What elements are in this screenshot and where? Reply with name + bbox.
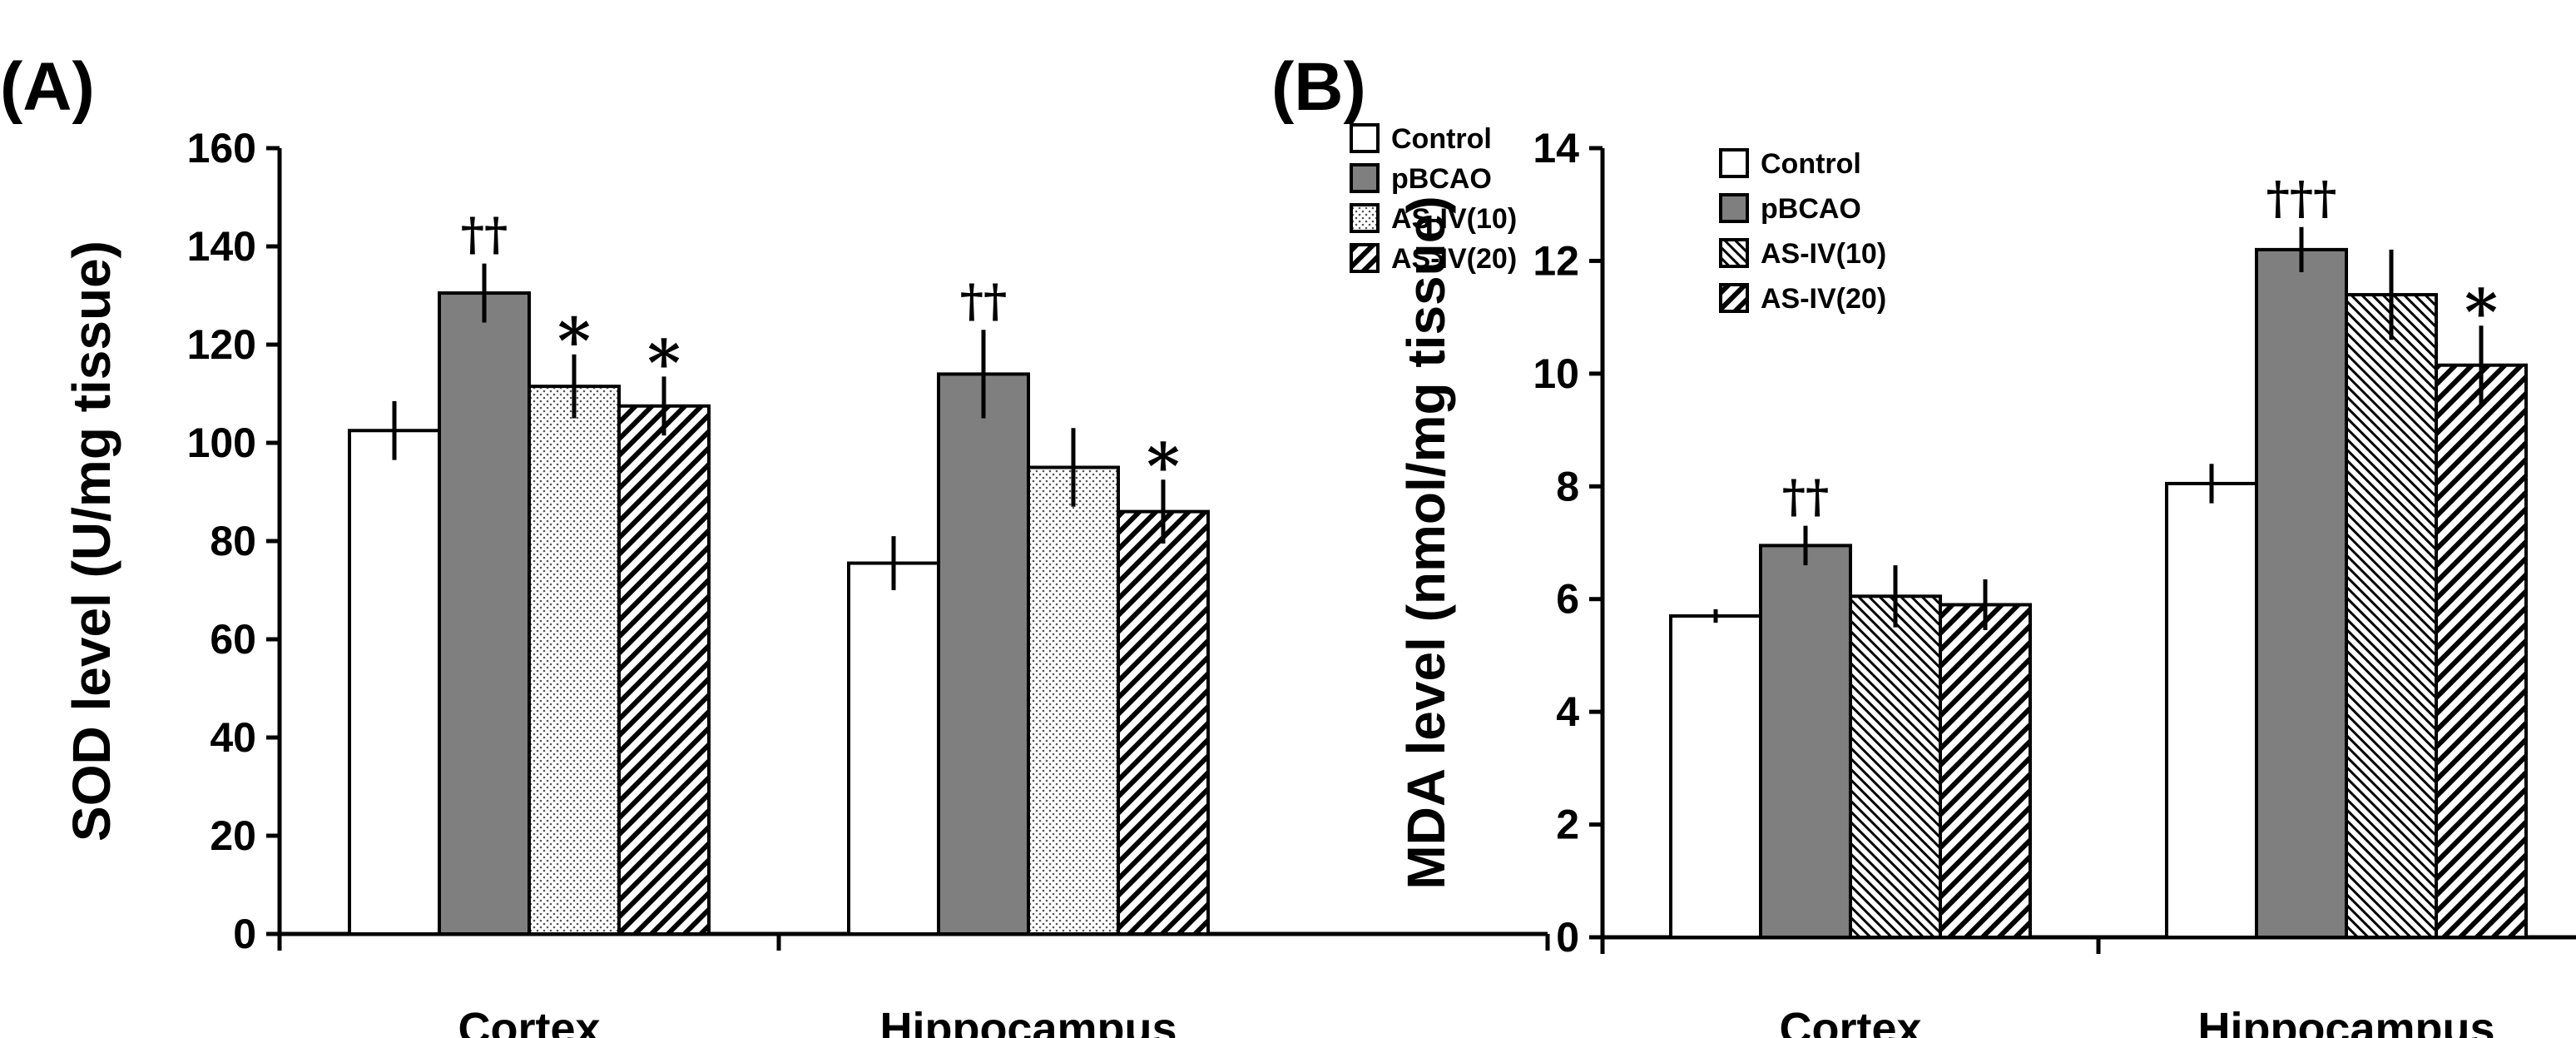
legend-label-control-b: Control xyxy=(1761,148,1861,180)
y-tick-label-a: 80 xyxy=(210,518,256,564)
y-tick-label-b: 12 xyxy=(1533,237,1579,284)
y-tick-label-b: 10 xyxy=(1533,350,1579,397)
bar-as-iv-10-hippocampus-a xyxy=(1027,465,1120,936)
y-tick-label-b: 2 xyxy=(1556,802,1579,848)
bar-control-hippocampus-b xyxy=(2165,481,2258,939)
significance-mark-pbcao-hippocampus-a: †† xyxy=(960,274,1007,327)
significance-mark-as-iv-20-hippocampus-a: * xyxy=(1147,429,1180,503)
bar-control-cortex-b xyxy=(1669,614,1762,939)
legend-label-as-iv-10-a: AS-IV(10) xyxy=(1391,203,1517,235)
category-label-hippocampus-b: Hippocampus xyxy=(2197,1004,2494,1038)
y-tick-label-b: 4 xyxy=(1556,688,1579,735)
y-tick-label-a: 100 xyxy=(187,420,256,466)
bar-as-iv-10-cortex-b xyxy=(1849,594,1942,939)
panel-b-chart: (B) MDA level (nmol/mg tissue) 0 2 4 6 8 10 12 14… xyxy=(1271,49,2576,1038)
bar-as-iv-20-cortex-a xyxy=(617,404,711,936)
legend-swatch-control-b xyxy=(1719,148,1749,178)
legend-swatch-as-iv-10-a xyxy=(1350,203,1380,233)
bar-pbcao-cortex-b xyxy=(1759,544,1852,940)
legend-swatch-pbcao-b xyxy=(1719,193,1749,223)
legend-b: Control pBCAO AS-IV(10) AS-IV(20) xyxy=(1719,148,1886,315)
bar-pbcao-hippocampus-b xyxy=(2255,247,2348,939)
legend-label-as-iv-10-b: AS-IV(10) xyxy=(1761,238,1886,270)
y-tick-label-a: 140 xyxy=(187,223,256,270)
category-label-cortex-b: Cortex xyxy=(1779,1004,1921,1038)
legend-label-as-iv-20-b: AS-IV(20) xyxy=(1761,283,1886,315)
y-tick-label-b: 14 xyxy=(1533,125,1579,171)
y-tick-label-b: 8 xyxy=(1556,463,1579,509)
legend-swatch-pbcao-a xyxy=(1350,163,1380,193)
legend-label-control-a: Control xyxy=(1391,123,1492,155)
y-tick-label-a: 40 xyxy=(210,714,256,761)
significance-mark-as-iv-10-cortex-a: * xyxy=(557,304,591,378)
significance-mark-pbcao-cortex-a: †† xyxy=(461,208,508,261)
legend-swatch-as-iv-20-a xyxy=(1350,243,1380,273)
y-tick-label-a: 20 xyxy=(210,812,256,859)
bar-control-hippocampus-a xyxy=(847,561,940,936)
y-tick-label-a: 120 xyxy=(187,321,256,368)
legend-label-pbcao-b: pBCAO xyxy=(1761,193,1861,225)
panel-a-chart: (A) SOD level (U/mg tissue) 0 20 40 60 80 100 12… xyxy=(0,49,1550,1038)
legend-label-pbcao-a: pBCAO xyxy=(1391,163,1492,195)
y-tick-label-a: 60 xyxy=(210,616,256,663)
legend-a: Control pBCAO AS-IV(10) AS-IV(20) xyxy=(1350,123,1517,275)
y-tick-label-a: 160 xyxy=(187,125,256,171)
y-tick-label-a: 0 xyxy=(233,911,256,957)
legend-label-as-iv-20-a: AS-IV(20) xyxy=(1391,243,1517,275)
y-axis-label-a: SOD level (U/mg tissue) xyxy=(62,241,121,842)
bar-as-iv-20-hippocampus-b xyxy=(2435,363,2528,939)
bar-pbcao-hippocampus-a xyxy=(937,372,1030,936)
significance-mark-as-iv-20-cortex-a: * xyxy=(647,325,681,400)
bar-pbcao-cortex-a xyxy=(438,291,531,936)
category-label-cortex-a: Cortex xyxy=(458,1004,600,1038)
y-tick-label-b: 6 xyxy=(1556,576,1579,623)
bar-as-iv-20-cortex-b xyxy=(1939,603,2032,939)
significance-mark-pbcao-cortex-b: †† xyxy=(1782,470,1829,524)
significance-mark-pbcao-hippocampus-b: ††† xyxy=(2266,171,2337,225)
y-axis-label-b: MDA level (nmol/mg tissue) xyxy=(1396,196,1456,889)
legend-swatch-as-iv-10-b xyxy=(1719,238,1749,268)
legend-swatch-as-iv-20-b xyxy=(1719,283,1749,313)
panel-label-b: (B) xyxy=(1271,49,1366,125)
legend-swatch-control-a xyxy=(1350,123,1380,153)
y-tick-label-b: 0 xyxy=(1556,914,1579,961)
bar-control-cortex-a xyxy=(348,429,441,936)
bar-as-iv-10-hippocampus-b xyxy=(2345,293,2438,939)
bar-as-iv-20-hippocampus-a xyxy=(1117,509,1210,936)
bar-as-iv-10-cortex-a xyxy=(528,385,621,936)
panel-label-a: (A) xyxy=(0,49,95,125)
significance-mark-as-iv-20-hippocampus-b: * xyxy=(2465,275,2498,349)
category-label-hippocampus-a: Hippocampus xyxy=(879,1004,1177,1038)
